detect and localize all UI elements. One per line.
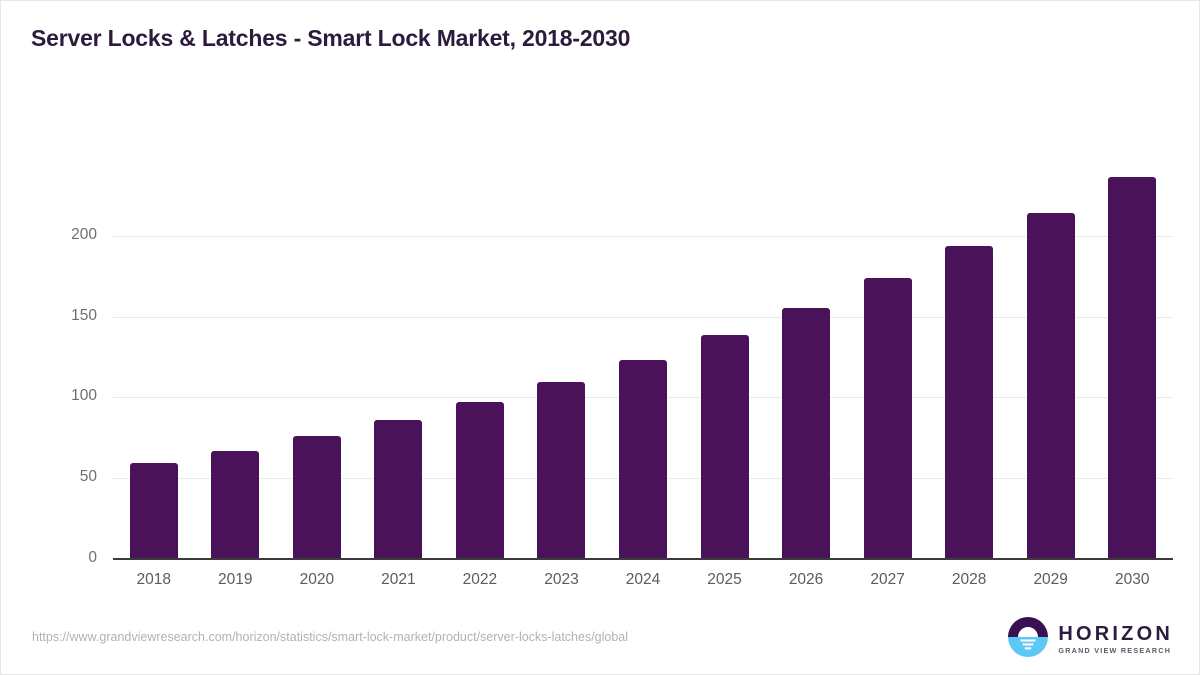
- x-axis-tick-label: 2027: [870, 571, 905, 588]
- logo-text-block: HORIZON GRAND VIEW RESEARCH: [1058, 624, 1173, 654]
- y-axis-tick-label: 150: [71, 306, 97, 324]
- x-axis-tick-label: 2029: [1033, 571, 1068, 588]
- x-axis-tick-label: 2024: [625, 571, 661, 588]
- y-axis-tick-label: 200: [71, 225, 97, 243]
- y-axis-tick-label: 50: [79, 468, 97, 486]
- x-axis-tick-label: 2028: [951, 571, 987, 588]
- logo-tagline: GRAND VIEW RESEARCH: [1058, 646, 1172, 656]
- gridline: [113, 235, 1173, 237]
- page-title: Server Locks & Latches - Smart Lock Mark…: [31, 25, 631, 51]
- bar[interactable]: [782, 307, 831, 559]
- x-axis-tick-label: 2019: [218, 571, 253, 588]
- x-axis-tick-label: 2022: [462, 571, 498, 588]
- bar[interactable]: [537, 381, 586, 559]
- gridline: [113, 316, 1173, 318]
- bar[interactable]: [700, 335, 749, 559]
- bar[interactable]: [1026, 213, 1075, 559]
- bar[interactable]: [292, 436, 341, 559]
- bar[interactable]: [455, 402, 504, 559]
- y-axis-tick-label: 0: [88, 549, 97, 566]
- x-axis-tick-label: 2025: [707, 571, 742, 588]
- x-axis-tick-label: 2030: [1114, 571, 1150, 588]
- bar[interactable]: [129, 462, 178, 559]
- x-axis-tick-label: 2020: [299, 571, 335, 588]
- y-axis-tick-label: 100: [71, 387, 97, 405]
- bar[interactable]: [1108, 177, 1157, 559]
- x-axis-tick-label: 2018: [136, 571, 171, 588]
- horizon-mark-icon: [1007, 616, 1049, 663]
- bar[interactable]: [619, 360, 667, 559]
- horizon-logo: HORIZON GRAND VIEW RESEARCH: [1007, 616, 1173, 663]
- source-url[interactable]: https://www.grandviewresearch.com/horizo…: [32, 630, 629, 644]
- bar[interactable]: [945, 246, 994, 559]
- logo-wordmark: HORIZON: [1058, 623, 1173, 646]
- x-axis-line: [113, 558, 1173, 560]
- x-axis-tick-label: 2023: [544, 571, 579, 588]
- x-axis-tick-label: 2021: [381, 571, 416, 588]
- bar[interactable]: [211, 450, 260, 559]
- plot-area: [113, 171, 1173, 559]
- x-axis-tick-label: 2026: [788, 571, 824, 588]
- bar[interactable]: [863, 277, 912, 559]
- bar[interactable]: [374, 419, 423, 559]
